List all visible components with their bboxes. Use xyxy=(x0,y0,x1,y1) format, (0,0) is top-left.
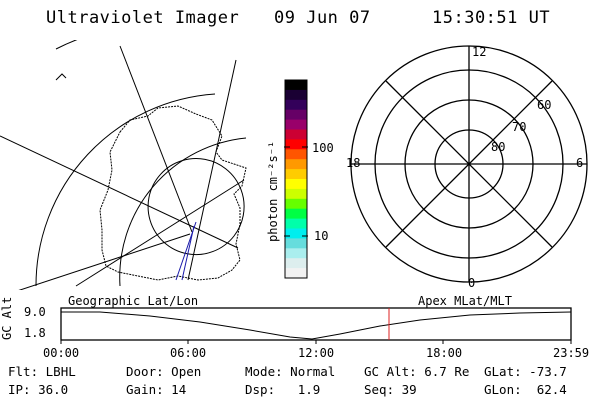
colorbar-band xyxy=(285,188,307,200)
mlt-line-diagonal-2 xyxy=(385,80,553,248)
colorbar-tick-100: 100 xyxy=(312,141,334,155)
altitude-curve xyxy=(61,311,572,340)
door-value: Open xyxy=(171,364,202,379)
filter-field: Flt: LBHL xyxy=(8,364,76,379)
colorbar-band xyxy=(285,99,307,111)
glon-value: 62.4 xyxy=(536,382,567,397)
dsp-field: Dsp: 1.9 xyxy=(245,382,321,397)
mlt-label-12: 12 xyxy=(472,45,487,59)
colorbar-band xyxy=(285,198,307,210)
timeline-frame xyxy=(60,307,572,341)
colorbar-band xyxy=(285,208,307,220)
filter-value: LBHL xyxy=(45,364,76,379)
dsp-value: 1.9 xyxy=(297,382,321,397)
colorbar-unit-label: photon cm⁻²s⁻¹ xyxy=(266,140,280,242)
mlat-label-70: 70 xyxy=(512,120,527,134)
seq-field: Seq: 39 xyxy=(364,382,417,397)
observation-time: 15:30:51 UT xyxy=(432,8,551,28)
colorbar-band xyxy=(285,139,307,150)
meridian-line-2 xyxy=(75,179,245,287)
colorbar-band xyxy=(285,169,307,180)
gain-value: 14 xyxy=(171,382,187,397)
timeline-xtick-2359: 23:59 xyxy=(553,346,590,360)
timeline-ytick-top: 9.0 xyxy=(24,305,46,319)
mlt-label-0: 0 xyxy=(468,276,476,290)
colorbar xyxy=(284,79,308,279)
apex-panel-label: Apex MLat/MLT xyxy=(418,294,512,308)
colorbar-band xyxy=(285,159,307,170)
gc-alt-value: 6.7 Re xyxy=(424,364,470,379)
timeline-ylabel: GC Alt xyxy=(0,296,14,340)
timeline-xtick-1800: 18:00 xyxy=(426,346,463,360)
colorbar-band xyxy=(285,228,307,239)
colorbar-band xyxy=(285,268,307,279)
mlt-label-18: 18 xyxy=(346,156,361,170)
polar-grid xyxy=(350,45,588,283)
meridian-line-5 xyxy=(18,233,191,290)
mlt-label-6: 6 xyxy=(576,156,584,170)
door-field: Door: Open xyxy=(126,364,202,379)
meridian-line-4 xyxy=(187,59,237,281)
geographic-panel-label: Geographic Lat/Lon xyxy=(68,294,199,308)
orbit-track-line-2 xyxy=(181,225,195,281)
glat-field: GLat: -73.7 xyxy=(484,364,567,379)
colorbar-band xyxy=(285,258,307,269)
observation-date: 09 Jun 07 xyxy=(274,8,371,28)
latitude-circle-inner xyxy=(147,158,245,256)
altitude-timeline xyxy=(60,307,572,344)
latitude-arc-top xyxy=(55,40,78,50)
geographic-map xyxy=(0,40,247,290)
meridian-line-1 xyxy=(0,135,239,249)
mode-value: Normal xyxy=(290,364,336,379)
timeline-xtick-0000: 00:00 xyxy=(43,346,80,360)
glon-field: GLon: 62.4 xyxy=(484,382,567,397)
gain-field: Gain: 14 xyxy=(126,382,187,397)
mlat-label-60: 60 xyxy=(537,98,552,112)
timeline-xtick-1200: 12:00 xyxy=(298,346,335,360)
colorbar-band xyxy=(285,119,307,130)
app-title: Ultraviolet Imager xyxy=(46,8,240,28)
antarctica-coastline xyxy=(99,105,247,281)
colorbar-band xyxy=(285,238,307,249)
gc-alt-field: GC Alt: 6.7 Re xyxy=(364,364,470,379)
meridian-line-3 xyxy=(119,45,193,233)
colorbar-band xyxy=(285,89,307,101)
timeline-ytick-bottom: 1.8 xyxy=(24,326,46,340)
colorbar-band xyxy=(285,129,307,140)
colorbar-band xyxy=(285,248,307,259)
colorbar-band xyxy=(285,218,307,229)
colorbar-tick-10: 10 xyxy=(314,229,329,243)
colorbar-band xyxy=(285,179,307,190)
colorbar-band xyxy=(285,109,307,121)
seq-value: 39 xyxy=(401,382,417,397)
mode-field: Mode: Normal xyxy=(245,364,336,379)
mlat-label-80: 80 xyxy=(491,140,506,154)
timeline-xtick-0600: 06:00 xyxy=(170,346,207,360)
colorbar-band xyxy=(285,149,307,160)
glat-value: -73.7 xyxy=(529,364,567,379)
latitude-arc-outer xyxy=(35,93,216,287)
ip-field: IP: 36.0 xyxy=(8,382,69,397)
coast-fragment xyxy=(55,73,67,81)
ip-value: 36.0 xyxy=(38,382,69,397)
colorbar-band xyxy=(285,80,307,91)
